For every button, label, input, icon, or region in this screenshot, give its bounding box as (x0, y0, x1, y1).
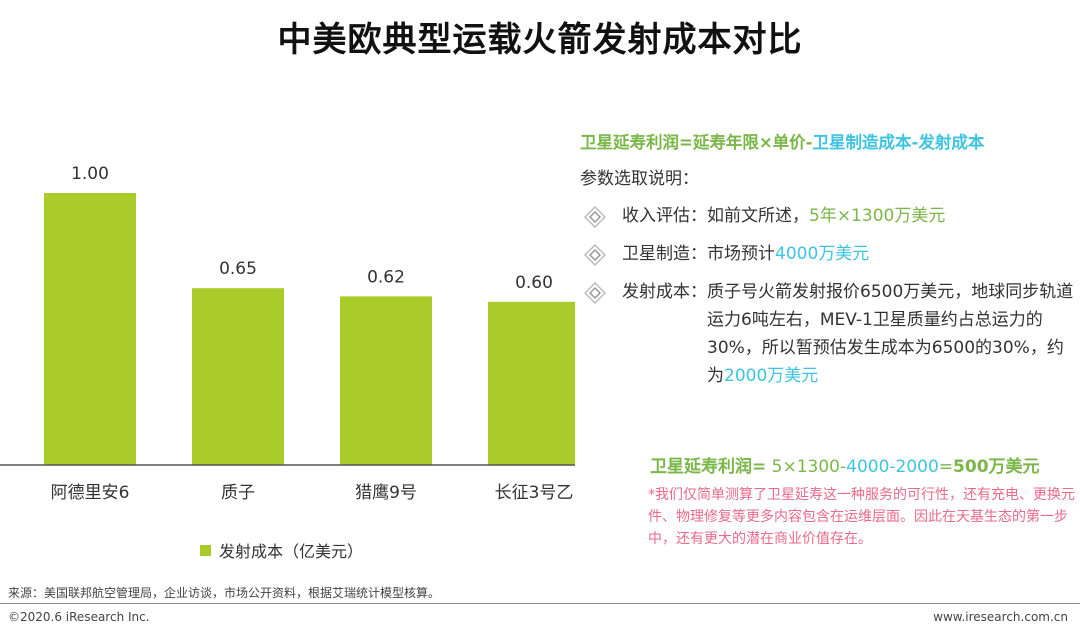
profit-formula: 卫星延寿利润=延寿年限×单价-卫星制造成本-发射成本 (580, 130, 1075, 156)
legend-swatch (200, 544, 211, 556)
param-manufacturing: 卫星制造：市场预计4000万美元 (580, 240, 1075, 268)
bar-chart: 1.00 阿德里安6 0.65 质子 0.62 猎鹰9号 0.60 长征3号乙 (0, 164, 575, 503)
source-text: 来源：美国联邦航空管理局，企业访谈，市场公开资料，根据艾瑞统计模型核算。 (8, 586, 441, 600)
data-label-0: 1.00 (71, 164, 109, 184)
category-label-3: 长征3号乙 (495, 483, 574, 503)
bar-1 (192, 288, 284, 465)
copyright: ©2020.6 iResearch Inc. (8, 610, 150, 624)
param-text: 质子号火箭发射报价6500万美元，地球同步轨道运力6吨左右，MEV-1卫星质量约… (707, 282, 1074, 386)
param-revenue: 收入评估：如前文所述，5年×1300万美元 (580, 202, 1075, 230)
result-formula: 卫星延寿利润= 5×1300-4000-2000=500万美元 (650, 452, 1040, 477)
footer-divider (0, 603, 1080, 604)
bar-2 (340, 296, 432, 465)
param-highlight: 5年×1300万美元 (809, 206, 946, 226)
result-expr-3: = (938, 457, 954, 477)
bar-3 (488, 301, 575, 465)
result-expr-2: 4000-2000 (846, 457, 939, 477)
param-label: 发射成本： (622, 282, 707, 302)
param-highlight: 2000万美元 (724, 366, 819, 386)
diamond-bullet-icon (584, 282, 606, 304)
category-label-1: 质子 (221, 483, 255, 503)
footnote: *我们仅简单测算了卫星延寿这一种服务的可行性，还有充电、更换元件、物理修复等更多… (648, 487, 1075, 547)
data-label-2: 0.62 (367, 267, 405, 287)
param-highlight: 4000万美元 (775, 244, 870, 264)
bar-0 (44, 193, 136, 465)
formula-part-2: 卫星制造成本- (812, 133, 919, 152)
param-label: 收入评估： (622, 206, 707, 226)
param-text: 如前文所述， (707, 206, 809, 226)
legend-label: 发射成本（亿美元） (219, 542, 364, 561)
diamond-bullet-icon (584, 244, 606, 266)
param-label: 卫星制造： (622, 244, 707, 264)
result-expr-1: 5×1300- (766, 457, 847, 477)
result-label: 卫星延寿利润= (650, 457, 767, 477)
result-total: 500万美元 (953, 457, 1040, 477)
param-launch: 发射成本： 质子号火箭发射报价6500万美元，地球同步轨道运力6吨左右，MEV-… (580, 278, 1075, 390)
website: www.iresearch.com.cn (933, 610, 1068, 624)
formula-part-3: 发射成本 (918, 133, 985, 152)
diamond-bullet-icon (584, 206, 606, 228)
page-title: 中美欧典型运载火箭发射成本对比 (277, 20, 803, 60)
category-label-2: 猎鹰9号 (355, 483, 417, 503)
data-label-1: 0.65 (219, 259, 257, 279)
formula-part-1: 卫星延寿利润=延寿年限×单价- (580, 133, 813, 152)
explanation-panel: 卫星延寿利润=延寿年限×单价-卫星制造成本-发射成本 参数选取说明： 收入评估：… (580, 130, 1075, 390)
param-text: 市场预计 (707, 244, 775, 264)
params-title: 参数选取说明： (580, 169, 699, 189)
category-label-0: 阿德里安6 (51, 483, 130, 503)
data-label-3: 0.60 (515, 273, 553, 293)
chart-legend: 发射成本（亿美元） (200, 538, 363, 562)
